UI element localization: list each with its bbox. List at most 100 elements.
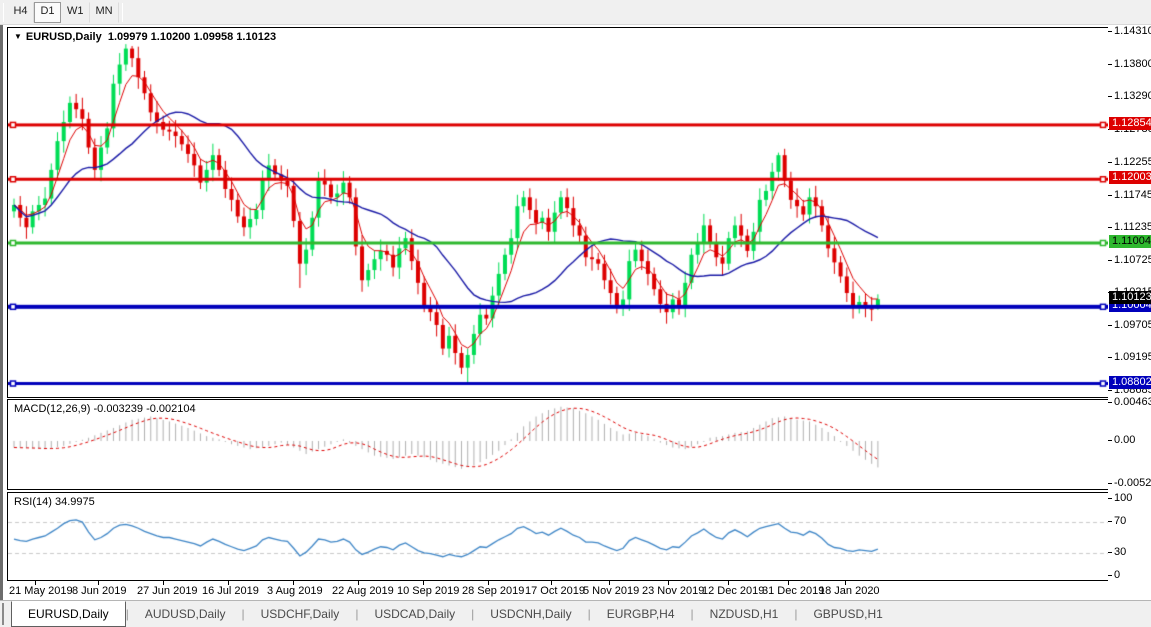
chart-title: ▼ EURUSD,Daily 1.09979 1.10200 1.09958 1.…	[14, 31, 276, 43]
tab-separator: |	[125, 607, 129, 621]
timeframe-button-h4[interactable]: H4	[7, 2, 34, 23]
rsi-canvas[interactable]	[8, 493, 1110, 580]
candlestick-chart-canvas[interactable]	[8, 28, 1110, 397]
hline-price-label: 1.12003	[1109, 171, 1151, 185]
timeframe-toolbar: H4 D1 W1 MN	[0, 0, 1151, 25]
macd-scale-label: 0.00	[1114, 434, 1136, 446]
date-label: 31 Dec 2019	[762, 585, 825, 597]
rsi-scale-tick	[1108, 551, 1112, 553]
rsi-scale-label: 100	[1114, 492, 1133, 504]
rsi-scale-tick	[1108, 575, 1112, 576]
tab-eurgbp-h4[interactable]: EURGBP,H4	[606, 607, 675, 621]
price-tick	[1108, 162, 1112, 164]
macd-scale-label: -0.005299	[1114, 477, 1151, 490]
date-label: 5 Nov 2019	[583, 585, 640, 597]
date-tick	[228, 581, 229, 585]
date-label: 8 Jun 2019	[72, 585, 127, 597]
date-label: 27 Jun 2019	[137, 585, 198, 597]
price-tick	[1108, 96, 1112, 98]
chart-window: ▼ EURUSD,Daily 1.09979 1.10200 1.09958 1.…	[0, 25, 1151, 601]
tab-usdcad-daily[interactable]: USDCAD,Daily	[374, 607, 456, 621]
tab-nzdusd-h1[interactable]: NZDUSD,H1	[709, 607, 779, 621]
price-tick-label: 1.09705	[1114, 318, 1151, 331]
price-tick-label: 1.13290	[1114, 90, 1151, 103]
price-tick	[1108, 63, 1112, 65]
rsi-name: RSI(14)	[14, 496, 52, 508]
price-tick	[1108, 259, 1112, 261]
macd-label: MACD(12,26,9) -0.003239 -0.002104	[14, 403, 196, 415]
macd-scale-tick	[1108, 483, 1112, 485]
price-tick	[1108, 324, 1112, 326]
date-tick	[551, 581, 552, 585]
date-label: 10 Sep 2019	[397, 585, 460, 597]
chart-dropdown-icon[interactable]: ▼	[14, 32, 22, 41]
price-axis[interactable]: 1.143101.138001.132901.127801.122551.117…	[1108, 25, 1151, 600]
macd-indicator-pane[interactable]: MACD(12,26,9) -0.003239 -0.002104	[7, 399, 1111, 490]
price-tick-label: 1.14310	[1114, 25, 1151, 37]
date-tick	[488, 581, 489, 585]
chart-ohlc-values: 1.09979 1.10200 1.09958 1.10123	[107, 31, 277, 43]
tab-gbpusd-h1[interactable]: GBPUSD,H1	[813, 607, 883, 621]
date-tick	[668, 581, 669, 585]
date-label: 21 May 2019	[9, 585, 73, 597]
date-tick	[845, 581, 846, 585]
chart-symbol-title: EURUSD,Daily	[25, 31, 102, 43]
macd-scale-tick	[1108, 402, 1112, 404]
tab-audusd-daily[interactable]: AUDUSD,Daily	[144, 607, 226, 621]
rsi-scale-label: 70	[1114, 515, 1127, 528]
price-tick	[1108, 31, 1112, 32]
timeframe-button-d1[interactable]: D1	[34, 2, 61, 23]
date-tick	[609, 581, 610, 585]
tab-separator: |	[241, 607, 245, 621]
price-tick	[1108, 194, 1112, 196]
date-axis[interactable]: 21 May 2019 8 Jun 2019 27 Jun 2019 16 Jul 2…	[7, 581, 1111, 601]
date-tick	[163, 581, 164, 585]
tab-usdcnh-daily[interactable]: USDCNH,Daily	[490, 607, 572, 621]
date-tick	[98, 581, 99, 585]
macd-canvas[interactable]	[8, 400, 1110, 489]
date-label: 16 Jul 2019	[202, 585, 259, 597]
date-tick	[358, 581, 359, 585]
price-tick	[1108, 390, 1112, 391]
hline-price-label: 1.12854	[1109, 116, 1151, 130]
hline-price-label: 1.11004	[1109, 234, 1151, 248]
price-tick-label: 1.12255	[1114, 156, 1151, 169]
date-label: 18 Jan 2020	[819, 585, 880, 597]
price-tick	[1108, 227, 1112, 229]
date-tick	[728, 581, 729, 585]
timeframe-button-w1[interactable]: W1	[61, 2, 90, 23]
timeframe-button-mn[interactable]: MN	[90, 2, 119, 23]
tab-bar-grip[interactable]	[2, 603, 7, 625]
date-tick	[293, 581, 294, 585]
rsi-label: RSI(14) 34.9975	[14, 496, 95, 508]
tab-separator: |	[587, 607, 591, 621]
tab-separator: |	[690, 607, 694, 621]
price-tick-label: 1.11235	[1114, 221, 1151, 234]
date-label: 17 Oct 2019	[525, 585, 585, 597]
current-price-label: 1.10123	[1109, 291, 1151, 305]
date-tick	[423, 581, 424, 585]
rsi-scale-tick	[1108, 521, 1112, 523]
macd-scale-tick	[1108, 440, 1112, 441]
timeframe-buttons: H4 D1 W1 MN	[7, 1, 119, 23]
date-label: 3 Aug 2019	[267, 585, 323, 597]
rsi-scale-label: 0	[1114, 569, 1121, 581]
rsi-scale-label: 30	[1114, 545, 1127, 558]
price-tick-label: 1.10725	[1114, 253, 1151, 266]
price-chart-pane[interactable]: ▼ EURUSD,Daily 1.09979 1.10200 1.09958 1.…	[7, 27, 1111, 398]
date-label: 28 Sep 2019	[462, 585, 525, 597]
tab-eurusd-daily[interactable]: EURUSD,Daily	[11, 601, 126, 627]
hline-price-label: 1.08802	[1109, 375, 1151, 389]
rsi-indicator-pane[interactable]: RSI(14) 34.9975	[7, 492, 1111, 581]
date-label: 23 Nov 2019	[642, 585, 705, 597]
date-tick	[35, 581, 36, 585]
tab-usdchf-daily[interactable]: USDCHF,Daily	[260, 607, 340, 621]
date-label: 12 Dec 2019	[702, 585, 765, 597]
toolbar-divider	[3, 2, 4, 22]
price-tick-label: 1.11745	[1114, 188, 1151, 201]
date-label: 22 Aug 2019	[332, 585, 394, 597]
date-tick	[788, 581, 789, 585]
tab-separator: |	[471, 607, 475, 621]
rsi-scale-tick	[1108, 498, 1112, 499]
